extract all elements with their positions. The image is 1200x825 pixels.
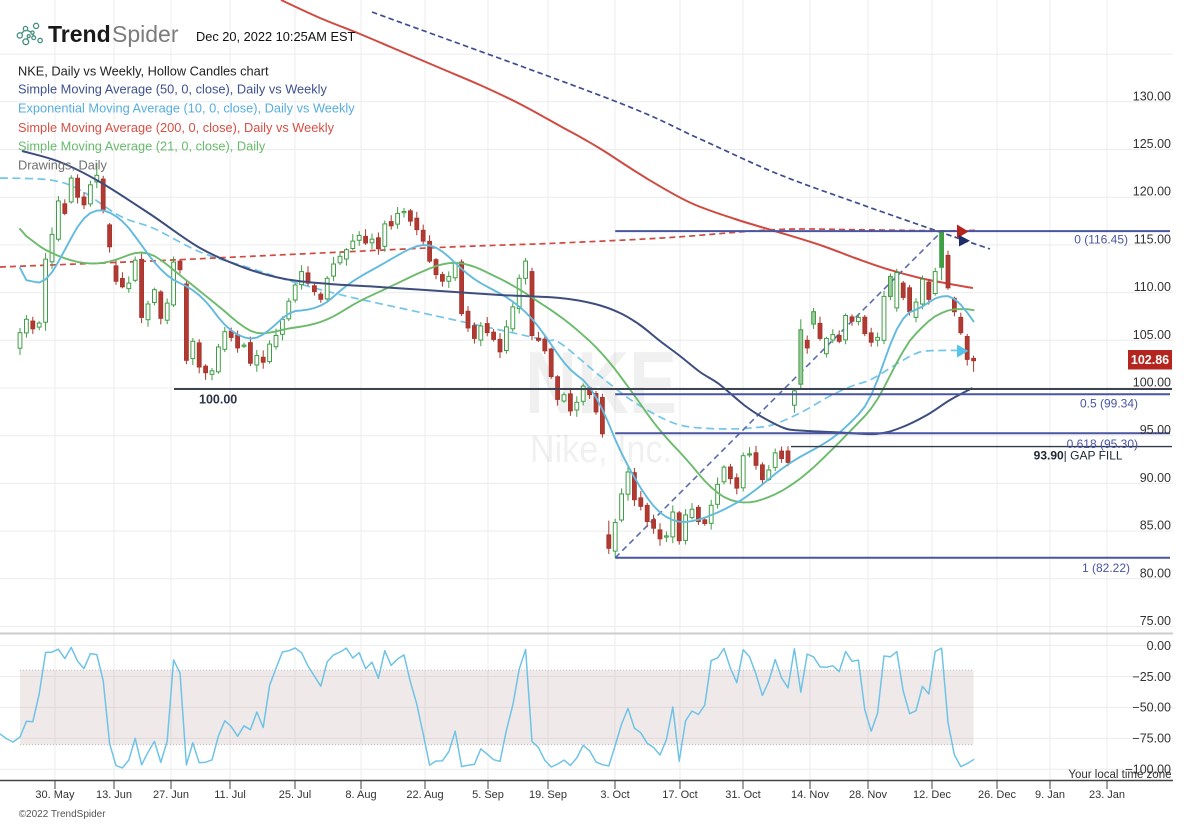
svg-text:5. Sep: 5. Sep — [472, 789, 504, 801]
svg-text:0.00: 0.00 — [1147, 639, 1171, 653]
svg-text:105.00: 105.00 — [1133, 328, 1171, 342]
svg-text:0 (116.45): 0 (116.45) — [1074, 232, 1128, 246]
svg-text:8. Aug: 8. Aug — [345, 789, 376, 801]
svg-text:26. Dec: 26. Dec — [978, 789, 1016, 801]
svg-text:Simple Moving Average (200, 0,: Simple Moving Average (200, 0, close), D… — [18, 120, 335, 135]
svg-text:17. Oct: 17. Oct — [662, 789, 697, 801]
svg-text:125.00: 125.00 — [1133, 137, 1171, 151]
svg-text:130.00: 130.00 — [1133, 89, 1171, 103]
svg-text:80.00: 80.00 — [1140, 566, 1171, 580]
svg-text:Spider: Spider — [112, 21, 179, 47]
svg-text:11. Jul: 11. Jul — [214, 789, 246, 801]
svg-text:120.00: 120.00 — [1133, 185, 1171, 199]
svg-text:NKE, Daily vs Weekly, Hollow C: NKE, Daily vs Weekly, Hollow Candles cha… — [18, 64, 269, 79]
svg-text:100.00: 100.00 — [1133, 376, 1171, 390]
svg-text:12. Dec: 12. Dec — [913, 789, 951, 801]
svg-text:0.5 (99.34): 0.5 (99.34) — [1080, 397, 1138, 411]
svg-text:Trend: Trend — [48, 21, 111, 47]
svg-text:©2022 TrendSpider: ©2022 TrendSpider — [19, 809, 107, 820]
svg-text:1 (82.22): 1 (82.22) — [1082, 561, 1130, 575]
svg-text:30. May: 30. May — [35, 789, 75, 801]
svg-text:100.00: 100.00 — [199, 392, 237, 406]
svg-text:27. Jun: 27. Jun — [153, 789, 189, 801]
svg-text:Nike, Inc.: Nike, Inc. — [530, 429, 672, 471]
svg-text:23. Jan: 23. Jan — [1089, 789, 1125, 801]
svg-text:22. Aug: 22. Aug — [406, 789, 443, 801]
svg-text:95.00: 95.00 — [1140, 423, 1171, 437]
svg-text:−50.00: −50.00 — [1132, 701, 1171, 715]
svg-text:28. Nov: 28. Nov — [849, 789, 887, 801]
svg-text:93.90| GAP FILL: 93.90| GAP FILL — [1034, 449, 1123, 463]
svg-text:3. Oct: 3. Oct — [600, 789, 629, 801]
svg-text:0.618 (95.30): 0.618 (95.30) — [1067, 437, 1138, 451]
svg-text:Simple Moving Average (21, 0,: Simple Moving Average (21, 0, close), Da… — [18, 139, 266, 154]
svg-text:−75.00: −75.00 — [1132, 732, 1171, 746]
svg-text:14. Nov: 14. Nov — [791, 789, 829, 801]
svg-text:Drawings, Daily: Drawings, Daily — [18, 158, 107, 173]
svg-text:19. Sep: 19. Sep — [529, 789, 567, 801]
svg-text:102.86: 102.86 — [1131, 353, 1169, 367]
svg-text:−100.00: −100.00 — [1125, 763, 1171, 777]
svg-text:115.00: 115.00 — [1134, 232, 1171, 246]
svg-text:Simple Moving Average (50, 0,: Simple Moving Average (50, 0, close), Da… — [18, 82, 328, 97]
svg-text:9. Jan: 9. Jan — [1035, 789, 1065, 801]
svg-text:Dec 20, 2022 10:25AM EST: Dec 20, 2022 10:25AM EST — [196, 29, 356, 44]
svg-text:25. Jul: 25. Jul — [279, 789, 311, 801]
svg-text:Exponential Moving Average (10: Exponential Moving Average (10, 0, close… — [18, 101, 355, 116]
svg-text:31. Oct: 31. Oct — [725, 789, 760, 801]
svg-text:−25.00: −25.00 — [1132, 670, 1171, 684]
svg-text:Your local time zone: Your local time zone — [1068, 769, 1171, 781]
svg-text:110.00: 110.00 — [1134, 280, 1171, 294]
svg-text:85.00: 85.00 — [1140, 519, 1171, 533]
svg-text:90.00: 90.00 — [1140, 471, 1171, 485]
svg-text:13. Jun: 13. Jun — [96, 789, 132, 801]
svg-text:75.00: 75.00 — [1140, 614, 1171, 628]
